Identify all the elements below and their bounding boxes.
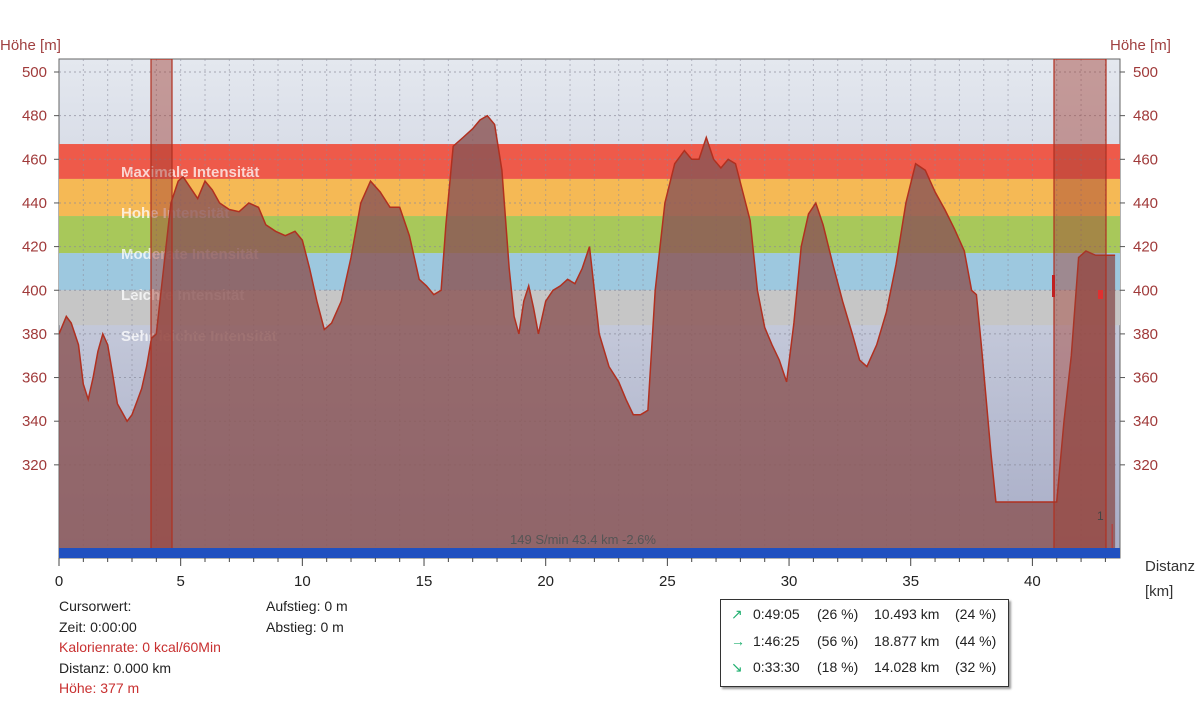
x-axis-unit: [km] [1145, 583, 1173, 600]
x-tick-label: 35 [902, 573, 919, 590]
stats-time-pct: (26 %) [817, 606, 859, 622]
y-tick-label-right: 440 [1133, 195, 1158, 212]
stats-row-flat: → 1:46:25 (56 %) 18.877 km (44 %) [721, 633, 1008, 655]
y-tick-label-right: 400 [1133, 282, 1158, 299]
y-tick-label-left: 480 [22, 108, 47, 125]
y-tick-label-right: 500 [1133, 64, 1158, 81]
selection-marker [1053, 59, 1107, 558]
descent-value: Abstieg: 0 m [266, 618, 344, 635]
stats-distance: 14.028 km [874, 659, 940, 675]
climb-info-panel: Aufstieg: 0 m Abstieg: 0 m [266, 596, 348, 637]
stats-time-pct: (18 %) [817, 659, 859, 675]
x-tick-label: 30 [781, 573, 798, 590]
elevation-area [59, 115, 1116, 558]
x-tick-label: 15 [416, 573, 433, 590]
y-tick-label-left: 420 [22, 239, 47, 256]
x-axis-title: Distanz [1145, 558, 1195, 575]
bottom-status-label: 149 S/min 43.4 km -2.6% [510, 532, 656, 547]
cursor-marker [1098, 290, 1103, 299]
bottom-band [59, 548, 1120, 558]
stats-distance: 18.877 km [874, 633, 940, 649]
cursor-title: Cursorwert: [59, 598, 132, 614]
y-tick-label-right: 340 [1133, 413, 1158, 430]
x-tick-label: 20 [537, 573, 554, 590]
stats-box: ↗ 0:49:05 (26 %) 10.493 km (24 %) → 1:46… [720, 599, 1009, 687]
stats-distance-pct: (32 %) [955, 659, 997, 675]
y-tick-label-right: 380 [1133, 326, 1158, 343]
selection-marker [150, 59, 173, 558]
arrow-up-right-icon: ↗ [731, 606, 743, 622]
zone-label: Maximale Intensität [121, 164, 259, 181]
arrow-down-right-icon: ↘ [731, 659, 743, 675]
y-tick-label-left: 340 [22, 413, 47, 430]
y-tick-label-right: 420 [1133, 239, 1158, 256]
cursor-marker [1052, 275, 1055, 297]
y-tick-label-right: 480 [1133, 108, 1158, 125]
y-tick-label-left: 400 [22, 282, 47, 299]
stats-row-downhill: ↘ 0:33:30 (18 %) 14.028 km (32 %) [721, 659, 1008, 681]
stats-distance-pct: (44 %) [955, 633, 997, 649]
x-tick-label: 0 [55, 573, 63, 590]
y-axis-title-left: Höhe [m] [0, 37, 61, 54]
x-tick-label: 40 [1024, 573, 1041, 590]
y-tick-label-left: 500 [22, 64, 47, 81]
y-axis-title-right: Höhe [m] [1110, 37, 1171, 54]
stats-time-pct: (56 %) [817, 633, 859, 649]
x-tick-label: 5 [177, 573, 185, 590]
ascent-value: Aufstieg: 0 m [266, 598, 348, 614]
cursor-calorie-rate: Kalorienrate: 0 kcal/60Min [59, 639, 221, 655]
stats-time: 1:46:25 [753, 633, 800, 649]
y-tick-label-left: 380 [22, 326, 47, 343]
y-tick-label-left: 440 [22, 195, 47, 212]
y-tick-label-left: 320 [22, 457, 47, 474]
y-tick-label-right: 360 [1133, 370, 1158, 387]
cursor-elevation: Höhe: 377 m [59, 680, 140, 696]
y-tick-label-right: 460 [1133, 151, 1158, 168]
stats-row-uphill: ↗ 0:49:05 (26 %) 10.493 km (24 %) [721, 606, 1008, 628]
stats-distance: 10.493 km [874, 606, 940, 622]
stats-time: 0:33:30 [753, 659, 800, 675]
stats-time: 0:49:05 [753, 606, 800, 622]
y-tick-label-left: 460 [22, 151, 47, 168]
cursor-info-panel: Cursorwert: Zeit: 0:00:00 Kalorienrate: … [59, 596, 221, 699]
stats-distance-pct: (24 %) [955, 606, 997, 622]
cursor-distance: Distanz: 0.000 km [59, 659, 172, 676]
x-tick-label: 25 [659, 573, 676, 590]
elevation-line [59, 114, 1116, 503]
cursor-time: Zeit: 0:00:00 [59, 618, 137, 635]
cursor-number-label: 1 [1097, 509, 1104, 523]
x-tick-label: 10 [294, 573, 311, 590]
y-tick-label-right: 320 [1133, 457, 1158, 474]
intensity-zone [59, 144, 1120, 179]
arrow-right-icon: → [731, 633, 745, 649]
y-tick-label-left: 360 [22, 370, 47, 387]
